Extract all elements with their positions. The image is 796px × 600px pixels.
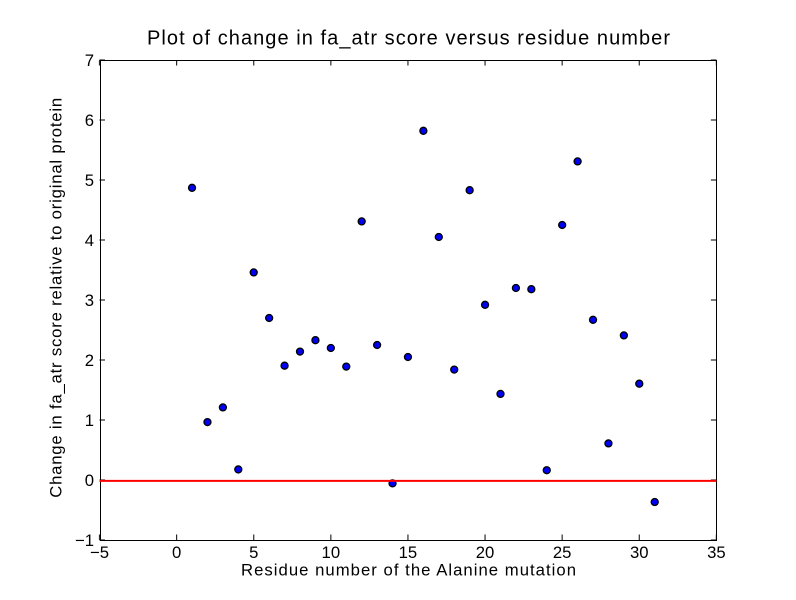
svg-text:Plot of change in fa_atr score: Plot of change in fa_atr score versus re… — [147, 27, 670, 49]
svg-text:4: 4 — [85, 231, 94, 250]
svg-text:35: 35 — [707, 543, 726, 562]
svg-text:Residue number of the Alanine: Residue number of the Alanine mutation — [241, 561, 576, 580]
svg-text:2: 2 — [85, 351, 94, 370]
svg-text:3: 3 — [85, 291, 94, 310]
svg-text:−5: −5 — [90, 543, 109, 562]
svg-text:5: 5 — [85, 171, 94, 190]
svg-text:−1: −1 — [75, 531, 94, 550]
svg-text:7: 7 — [85, 51, 94, 70]
svg-text:Change in fa_atr score relativ: Change in fa_atr score relative to origi… — [46, 98, 65, 498]
svg-text:0: 0 — [172, 543, 181, 562]
svg-text:20: 20 — [476, 543, 495, 562]
svg-text:1: 1 — [85, 411, 94, 430]
svg-text:6: 6 — [85, 111, 94, 130]
svg-text:25: 25 — [553, 543, 572, 562]
svg-text:5: 5 — [249, 543, 258, 562]
svg-text:15: 15 — [399, 543, 418, 562]
svg-text:10: 10 — [322, 543, 341, 562]
svg-text:0: 0 — [85, 471, 94, 490]
svg-text:30: 30 — [630, 543, 649, 562]
